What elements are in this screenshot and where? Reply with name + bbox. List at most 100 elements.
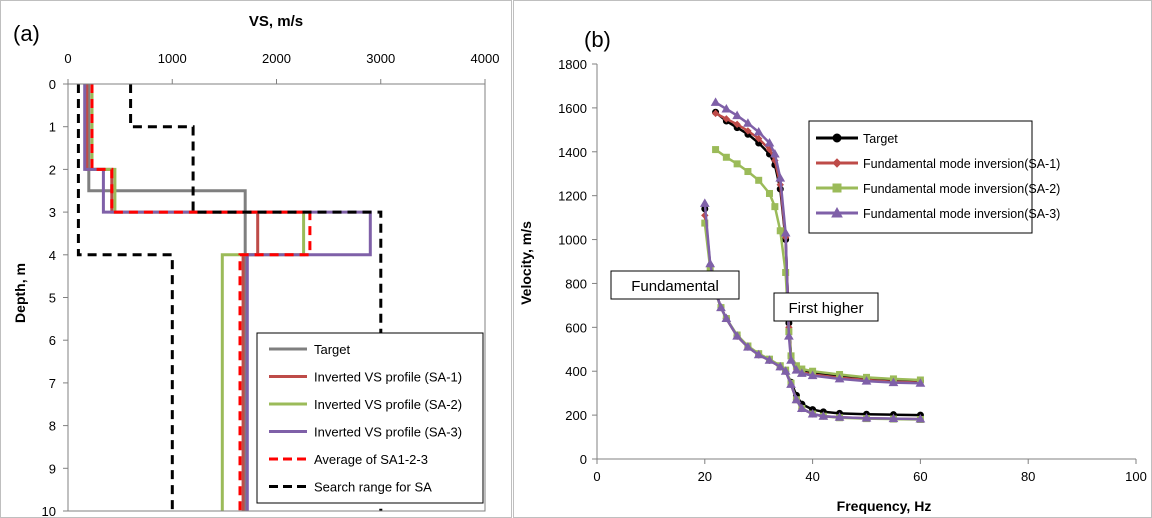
data-point-b-2-higher	[711, 109, 720, 118]
data-point-b-3-higher	[771, 203, 779, 211]
y-tick-label-b: 0	[580, 452, 587, 467]
data-point-b-4-fundamental	[699, 198, 710, 207]
data-point-b-3-higher	[744, 168, 752, 176]
x-tick-label-b: 40	[805, 469, 819, 484]
x-tick-label-a: 4000	[471, 51, 500, 66]
y-tick-label-b: 1000	[558, 233, 587, 248]
y-tick-label-a: 1	[49, 120, 56, 135]
data-point-b-3-higher	[776, 227, 784, 235]
data-point-b-4-fundamental	[764, 355, 775, 364]
data-point-b-4-fundamental	[791, 394, 802, 404]
annotation-box-first-higher	[773, 292, 879, 322]
y-axis-title-b: Velocity, m/s	[518, 221, 534, 305]
data-point-b-4-higher	[710, 97, 721, 106]
data-point-b-4-fundamental	[796, 403, 807, 413]
data-point-b-4-higher	[861, 376, 872, 385]
data-point-b-2-higher	[722, 115, 731, 123]
data-point-b-4-fundamental	[818, 411, 829, 420]
y-tick-label-b: 1800	[558, 57, 587, 72]
legend-box-a	[256, 332, 484, 504]
data-point-b-2-higher	[754, 134, 763, 143]
data-point-b-2-higher	[744, 127, 752, 135]
x-axis-title-b: Frequency, Hz	[837, 498, 932, 514]
y-tick-label-a: 2	[49, 162, 56, 177]
x-tick-label-b: 60	[913, 469, 927, 484]
data-point-b-4-higher	[807, 370, 818, 380]
data-point-b-4-fundamental	[915, 414, 926, 423]
data-point-b-4-higher	[770, 148, 780, 158]
y-tick-label-a: 8	[49, 419, 56, 434]
y-tick-label-b: 1400	[558, 145, 587, 160]
data-point-b-4-fundamental	[716, 302, 726, 312]
data-point-b-4-fundamental	[834, 412, 845, 421]
data-point-b-4-higher	[732, 110, 743, 120]
y-tick-label-b: 1200	[558, 189, 587, 204]
y-tick-label-b: 400	[565, 364, 587, 379]
series-line-a-6	[76, 84, 174, 511]
panel-label-b: (b)	[584, 27, 611, 52]
data-point-b-4-higher	[764, 137, 775, 147]
legend-marker-b	[832, 133, 842, 143]
legend-label-a: Target	[314, 342, 351, 357]
legend-label-a: Inverted VS profile (SA-3)	[314, 425, 462, 440]
legend-label-b: Fundamental mode inversion(SA-2)	[863, 182, 1060, 196]
y-tick-label-b: 1600	[558, 101, 587, 116]
series-line-a-1	[87, 84, 247, 511]
data-point-b-4-fundamental	[743, 342, 753, 351]
data-point-b-4-higher	[786, 355, 796, 364]
data-point-b-4-fundamental	[753, 349, 764, 359]
data-point-b-4-fundamental	[861, 413, 872, 422]
data-point-b-4-fundamental	[732, 331, 743, 340]
data-point-b-3-higher	[722, 153, 730, 161]
data-point-b-4-higher	[721, 103, 732, 113]
data-point-b-4-fundamental	[780, 366, 791, 375]
x-tick-label-a: 2000	[262, 51, 291, 66]
annotation-fundamental: Fundamental	[631, 278, 719, 295]
y-tick-label-a: 7	[49, 376, 56, 391]
y-tick-label-b: 800	[565, 276, 587, 291]
legend-label-a: Search range for SA	[314, 480, 432, 495]
x-tick-label-b: 80	[1021, 469, 1035, 484]
data-point-b-4-higher	[743, 118, 753, 127]
data-point-b-2-higher	[733, 120, 741, 129]
data-point-b-3-higher	[765, 189, 773, 197]
y-tick-label-a: 4	[49, 248, 56, 263]
data-point-b-4-higher	[753, 127, 764, 136]
legend-label-a: Inverted VS profile (SA-1)	[314, 370, 462, 385]
chart-panel-b: (b) Frequency, Hz Velocity, m/s 0 20 40 60 8…	[513, 0, 1152, 518]
y-tick-label-a: 6	[49, 333, 56, 348]
legend-marker-b	[831, 206, 843, 218]
data-point-b-4-higher	[834, 373, 845, 383]
legend-marker-b	[832, 183, 842, 193]
data-point-b-4-higher	[775, 173, 786, 182]
data-point-b-4-higher	[796, 368, 807, 377]
y-tick-label-b: 600	[565, 320, 587, 335]
x-axis-title-a: VS, m/s	[249, 13, 303, 30]
y-tick-label-a: 9	[49, 461, 56, 476]
vs-profile-chart: (a) VS, m/s Depth, m 0 1000 2000 3000 4000 0 1…	[12, 13, 500, 517]
annotation-box-fundamental	[610, 270, 740, 300]
data-point-b-4-fundamental	[721, 313, 732, 323]
legend-label-a: Inverted VS profile (SA-2)	[314, 397, 462, 412]
legend-label-b: Fundamental mode inversion(SA-3)	[863, 207, 1060, 221]
x-tick-label-a: 3000	[366, 51, 395, 66]
y-tick-label-a: 5	[49, 291, 56, 306]
data-point-b-4-higher	[784, 331, 794, 340]
data-point-b-4-higher	[780, 227, 791, 237]
x-tick-label-a: 0	[64, 51, 71, 66]
data-point-b-4-fundamental	[888, 413, 899, 423]
x-tick-label-a: 1000	[158, 51, 187, 66]
legend-label-b: Fundamental mode inversion(SA-1)	[863, 157, 1060, 171]
y-tick-label-a: 10	[42, 504, 56, 517]
data-point-b-3-higher	[755, 176, 763, 184]
x-tick-label-b: 20	[698, 469, 712, 484]
legend-label-a: Average of SA1-2-3	[314, 452, 428, 467]
dispersion-chart: (b) Frequency, Hz Velocity, m/s 0 20 40 60 8…	[518, 27, 1147, 514]
y-tick-label-b: 200	[565, 408, 587, 423]
y-axis-title-a: Depth, m	[12, 263, 28, 323]
annotation-first-higher: First higher	[788, 300, 863, 317]
panel-label-a: (a)	[13, 21, 40, 46]
y-tick-label-a: 0	[49, 77, 56, 92]
data-point-b-4-fundamental	[705, 258, 716, 268]
